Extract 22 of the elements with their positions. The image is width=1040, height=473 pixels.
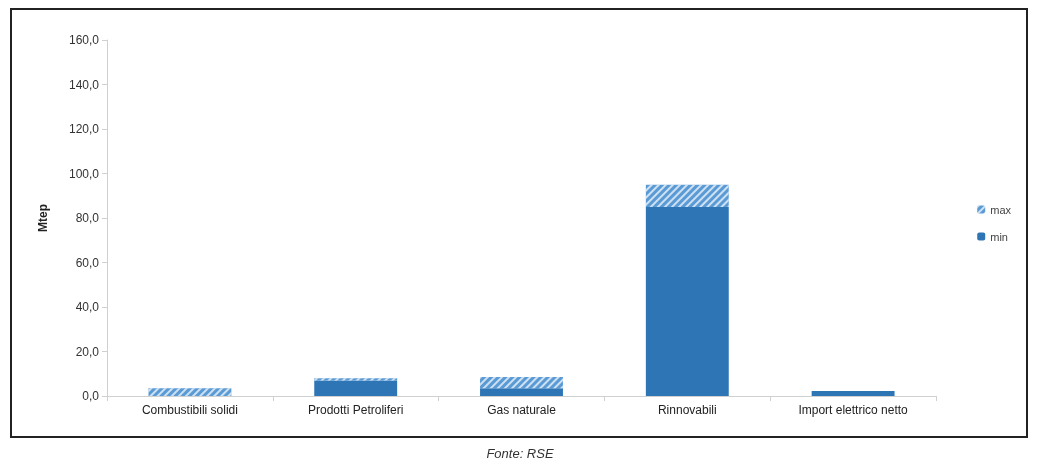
y-tick-label: 120,0 [68, 122, 100, 136]
bar [811, 390, 895, 396]
y-tick-label: 40,0 [75, 300, 100, 314]
bar [645, 206, 729, 396]
y-tick-label: 140,0 [68, 77, 100, 92]
y-tick-label: 0,0 [82, 389, 100, 403]
x-tick-label: Gas naturale [487, 403, 557, 417]
x-tick-label: Import elettrico netto [798, 403, 909, 417]
bar [480, 388, 563, 396]
legend-label: max [990, 203, 1012, 216]
y-axis-title: Mtep [36, 204, 50, 232]
source-note: Fonte: RSE [485, 446, 555, 461]
y-tick-label: 20,0 [75, 344, 100, 359]
x-tick-label: Prodotti Petroliferi [308, 403, 404, 417]
x-tick-label: Combustibili solidi [141, 403, 238, 417]
y-tick-label: 80,0 [75, 211, 100, 225]
legend-label: min [990, 230, 1008, 243]
y-tick-label: 60,0 [75, 255, 100, 270]
bar [314, 380, 398, 396]
y-tick-label: 100,0 [68, 166, 100, 181]
y-tick-label: 160,0 [68, 33, 100, 47]
x-tick-label: Rinnovabili [657, 403, 717, 417]
